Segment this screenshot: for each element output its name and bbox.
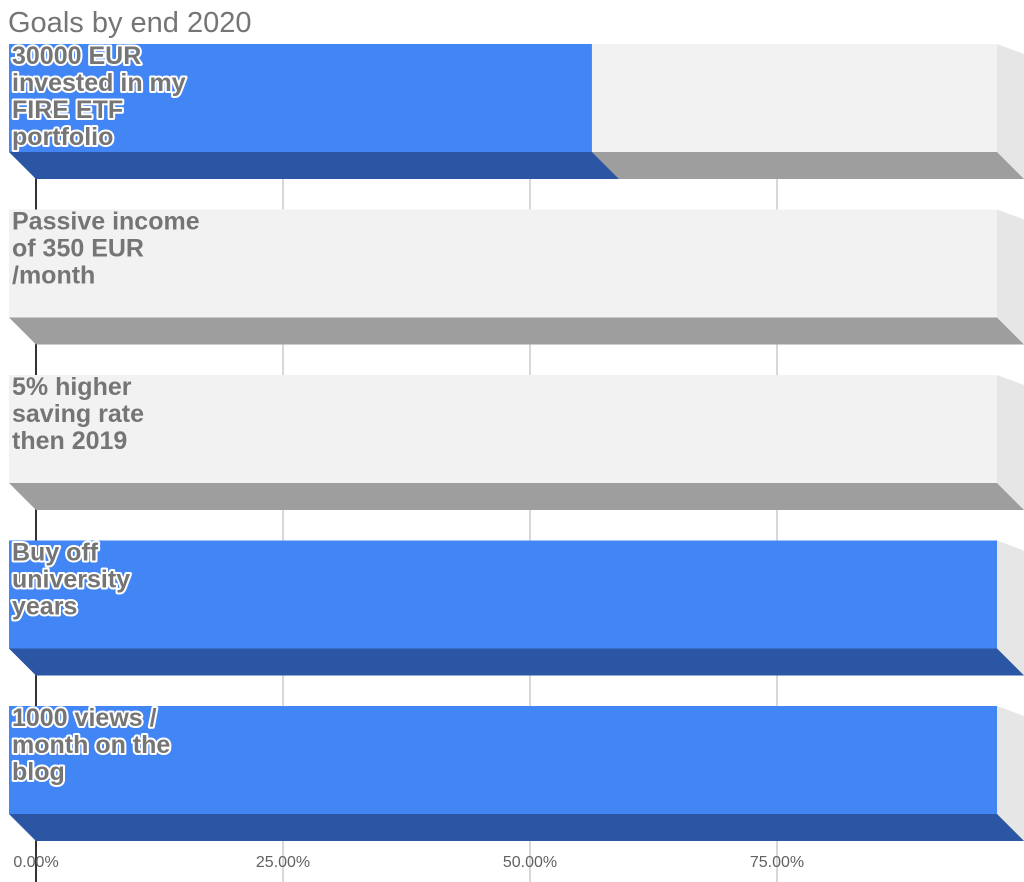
category-label-line: 5% higher <box>12 373 132 401</box>
category-label-line: saving rate <box>12 400 144 428</box>
category-label-line: 30000 EUR <box>12 42 141 70</box>
track-bottom-face <box>9 317 1024 345</box>
track-front <box>9 209 997 318</box>
category-label-line: invested in my <box>12 69 186 97</box>
category-label-line: /month <box>12 262 95 290</box>
category-label: Buy off university years <box>12 539 130 621</box>
track-side-face <box>997 540 1024 676</box>
x-tick-label: 0.00% <box>13 854 58 871</box>
track-side-face <box>997 706 1024 841</box>
bar <box>9 706 997 814</box>
category-label-line: university <box>12 566 130 594</box>
category-label: 5% higher saving rate then 2019 <box>12 373 144 455</box>
category-label-line: then 2019 <box>12 427 127 455</box>
track-side-face <box>997 44 1024 179</box>
category-label-line: of 350 EUR <box>12 235 144 263</box>
track-bottom-face <box>9 483 1024 510</box>
x-tick-label: 50.00% <box>503 854 557 871</box>
bar-bottom-face <box>9 648 1024 676</box>
bar-bottom-face <box>9 152 619 179</box>
track-side-face <box>997 375 1024 510</box>
track-front <box>9 375 997 483</box>
category-label-line: years <box>12 593 77 621</box>
track-side-face <box>997 209 1024 345</box>
bar <box>9 540 997 649</box>
category-label: 30000 EUR invested in my FIRE ETF portfolio <box>12 42 186 151</box>
category-label-line: Buy off <box>12 539 99 567</box>
category-label-line: portfolio <box>12 123 113 151</box>
x-tick-label: 25.00% <box>256 854 310 871</box>
category-label-line: month on the <box>12 731 170 759</box>
category-label-line: FIRE ETF <box>12 96 123 124</box>
category-label-line: 1000 views / <box>12 704 157 732</box>
x-tick-label: 75.00% <box>750 854 804 871</box>
x-axis-tick-labels: 0.00% 25.00% 50.00% 75.00% <box>13 854 804 871</box>
category-label: Passive income of 350 EUR/month <box>12 208 200 290</box>
category-labels: 30000 EUR invested in my FIRE ETF portfolio… <box>10 40 200 788</box>
chart-title: Goals by end 2020 <box>8 7 251 39</box>
category-label-line: blog <box>12 758 65 786</box>
bar-bottom-face <box>9 814 1024 841</box>
bars-layer <box>9 44 1024 841</box>
bar <box>9 44 592 152</box>
category-label: 1000 views / month on the blog <box>12 704 170 786</box>
category-label-line: Passive income <box>12 208 200 236</box>
